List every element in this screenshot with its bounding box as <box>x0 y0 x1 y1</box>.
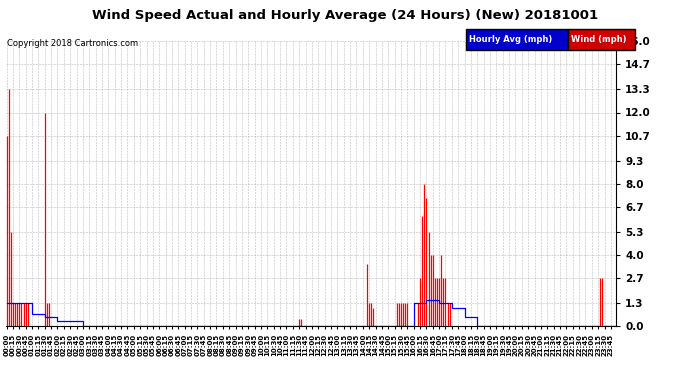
Text: Hourly Avg (mph): Hourly Avg (mph) <box>469 35 552 44</box>
Text: Copyright 2018 Cartronics.com: Copyright 2018 Cartronics.com <box>7 39 138 48</box>
Text: Wind Speed Actual and Hourly Average (24 Hours) (New) 20181001: Wind Speed Actual and Hourly Average (24… <box>92 9 598 22</box>
Text: Wind (mph): Wind (mph) <box>571 35 626 44</box>
